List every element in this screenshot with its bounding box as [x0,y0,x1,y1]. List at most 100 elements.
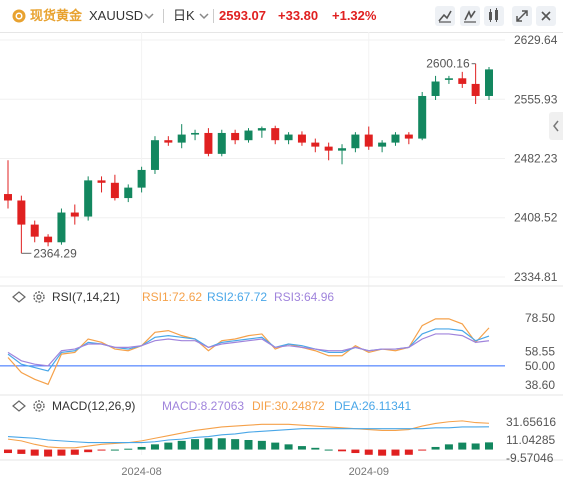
macd-bar [150,444,159,450]
macd-bar [431,446,440,450]
dif-label: DIF:30.24872 [252,399,325,413]
asset-name[interactable]: 现货黄金 [30,8,83,23]
candle-body [84,180,93,217]
macd-bar [351,449,360,454]
candle-body [271,128,280,141]
low-price-label: 2364.29 [33,246,77,260]
divider [163,9,164,23]
chevron-left-icon [553,120,559,132]
candle-body [378,142,387,147]
indicator-button[interactable] [484,6,504,26]
period-selector[interactable]: 日K [173,8,195,23]
macd-bar [164,442,173,450]
macd-bar [404,449,413,455]
rsi-name: RSI(7,14,21) [52,290,121,304]
macd-bar [311,447,320,450]
chart-grid [0,32,563,461]
rsi-line-3 [7,333,490,367]
candle-body [418,95,427,139]
macd-bar [391,449,400,456]
time-tick-label: 2024-08 [121,466,161,478]
candle-body [391,134,400,143]
candle-body [57,212,66,243]
macd-bar [70,449,79,455]
macd-bar [217,438,226,450]
candle-body [471,83,480,96]
rsi1-label: RSI1:72.62 [142,290,203,304]
settings-icon[interactable] [32,290,46,304]
last-price: 2593.07 [219,8,266,23]
macd-bar [257,440,266,450]
time-axis: 2024-08 2024-09 [121,466,389,478]
rsi-tick-label: 58.55 [525,345,555,359]
indicator-icon [489,8,498,22]
settings-icon[interactable] [32,399,46,413]
eye-icon[interactable] [12,291,26,303]
macd-bar [44,449,53,457]
candle-body [44,236,53,243]
candle-body [364,134,373,147]
macd-bar [485,442,493,450]
macd-bar [471,443,480,450]
symbol[interactable]: XAUUSD [89,8,144,23]
macd-bar [231,439,240,450]
candle-body [338,148,347,151]
rsi-baseline-tag [508,357,556,374]
candle-body [431,81,440,96]
candle-body [30,224,39,237]
candle-body [444,78,453,80]
candle-body [150,140,159,170]
price-tick-label: 2555.93 [514,92,558,106]
macd-bar [4,449,12,454]
close-button[interactable] [536,6,556,26]
expand-button[interactable] [512,6,532,26]
candle-body [404,134,413,139]
price-tick-label: 2482.23 [514,151,558,165]
price-tick-label: 2408.52 [514,211,558,225]
candle-body [70,212,79,217]
rsi-header: RSI(7,14,21) RSI1:72.62 RSI2:67.72 RSI3:… [0,287,563,307]
candle-body [137,169,146,188]
macd-bar [284,444,293,450]
candle-body [257,128,266,131]
macd-bar [364,449,373,455]
macd-bar [458,442,467,450]
chevron-down-icon[interactable] [199,11,209,21]
macd-bar [324,449,333,451]
macd-bar [110,449,119,451]
macd-bar [204,438,213,450]
price-tick-label: 2334.81 [514,270,558,284]
candle-body [458,78,467,84]
eye-icon[interactable] [12,400,26,412]
candle-body [204,132,213,154]
candle-body [17,200,26,225]
candle-body [284,134,293,141]
gold-coin-icon [12,9,26,23]
compare-button[interactable] [460,6,480,26]
line-drawing-button[interactable] [435,6,455,26]
macd-histogram [4,438,493,457]
side-panel-toggle[interactable] [549,112,563,140]
candle-body [164,140,173,143]
macd-tick-label: -9.57046 [506,451,554,465]
rsi3-label: RSI3:64.96 [274,290,335,304]
close-icon [541,11,551,21]
macd-bar [177,440,186,450]
high-price-label: 2600.16 [426,57,470,71]
rsi-line-1 [7,318,490,386]
price-change: +33.80 [278,8,319,23]
rsi-tick-label: 78.50 [525,311,555,325]
price-change-pct: +1.32% [332,8,377,23]
candle-body [217,132,226,154]
macd-bar [17,449,26,454]
macd-bar [84,449,93,453]
candle-body [311,142,320,147]
macd-lines [7,420,490,449]
candle-body [97,180,106,183]
expand-icon [516,10,528,22]
candle-body [297,134,306,143]
macd-bar [378,449,387,456]
chevron-down-icon[interactable] [144,11,154,21]
